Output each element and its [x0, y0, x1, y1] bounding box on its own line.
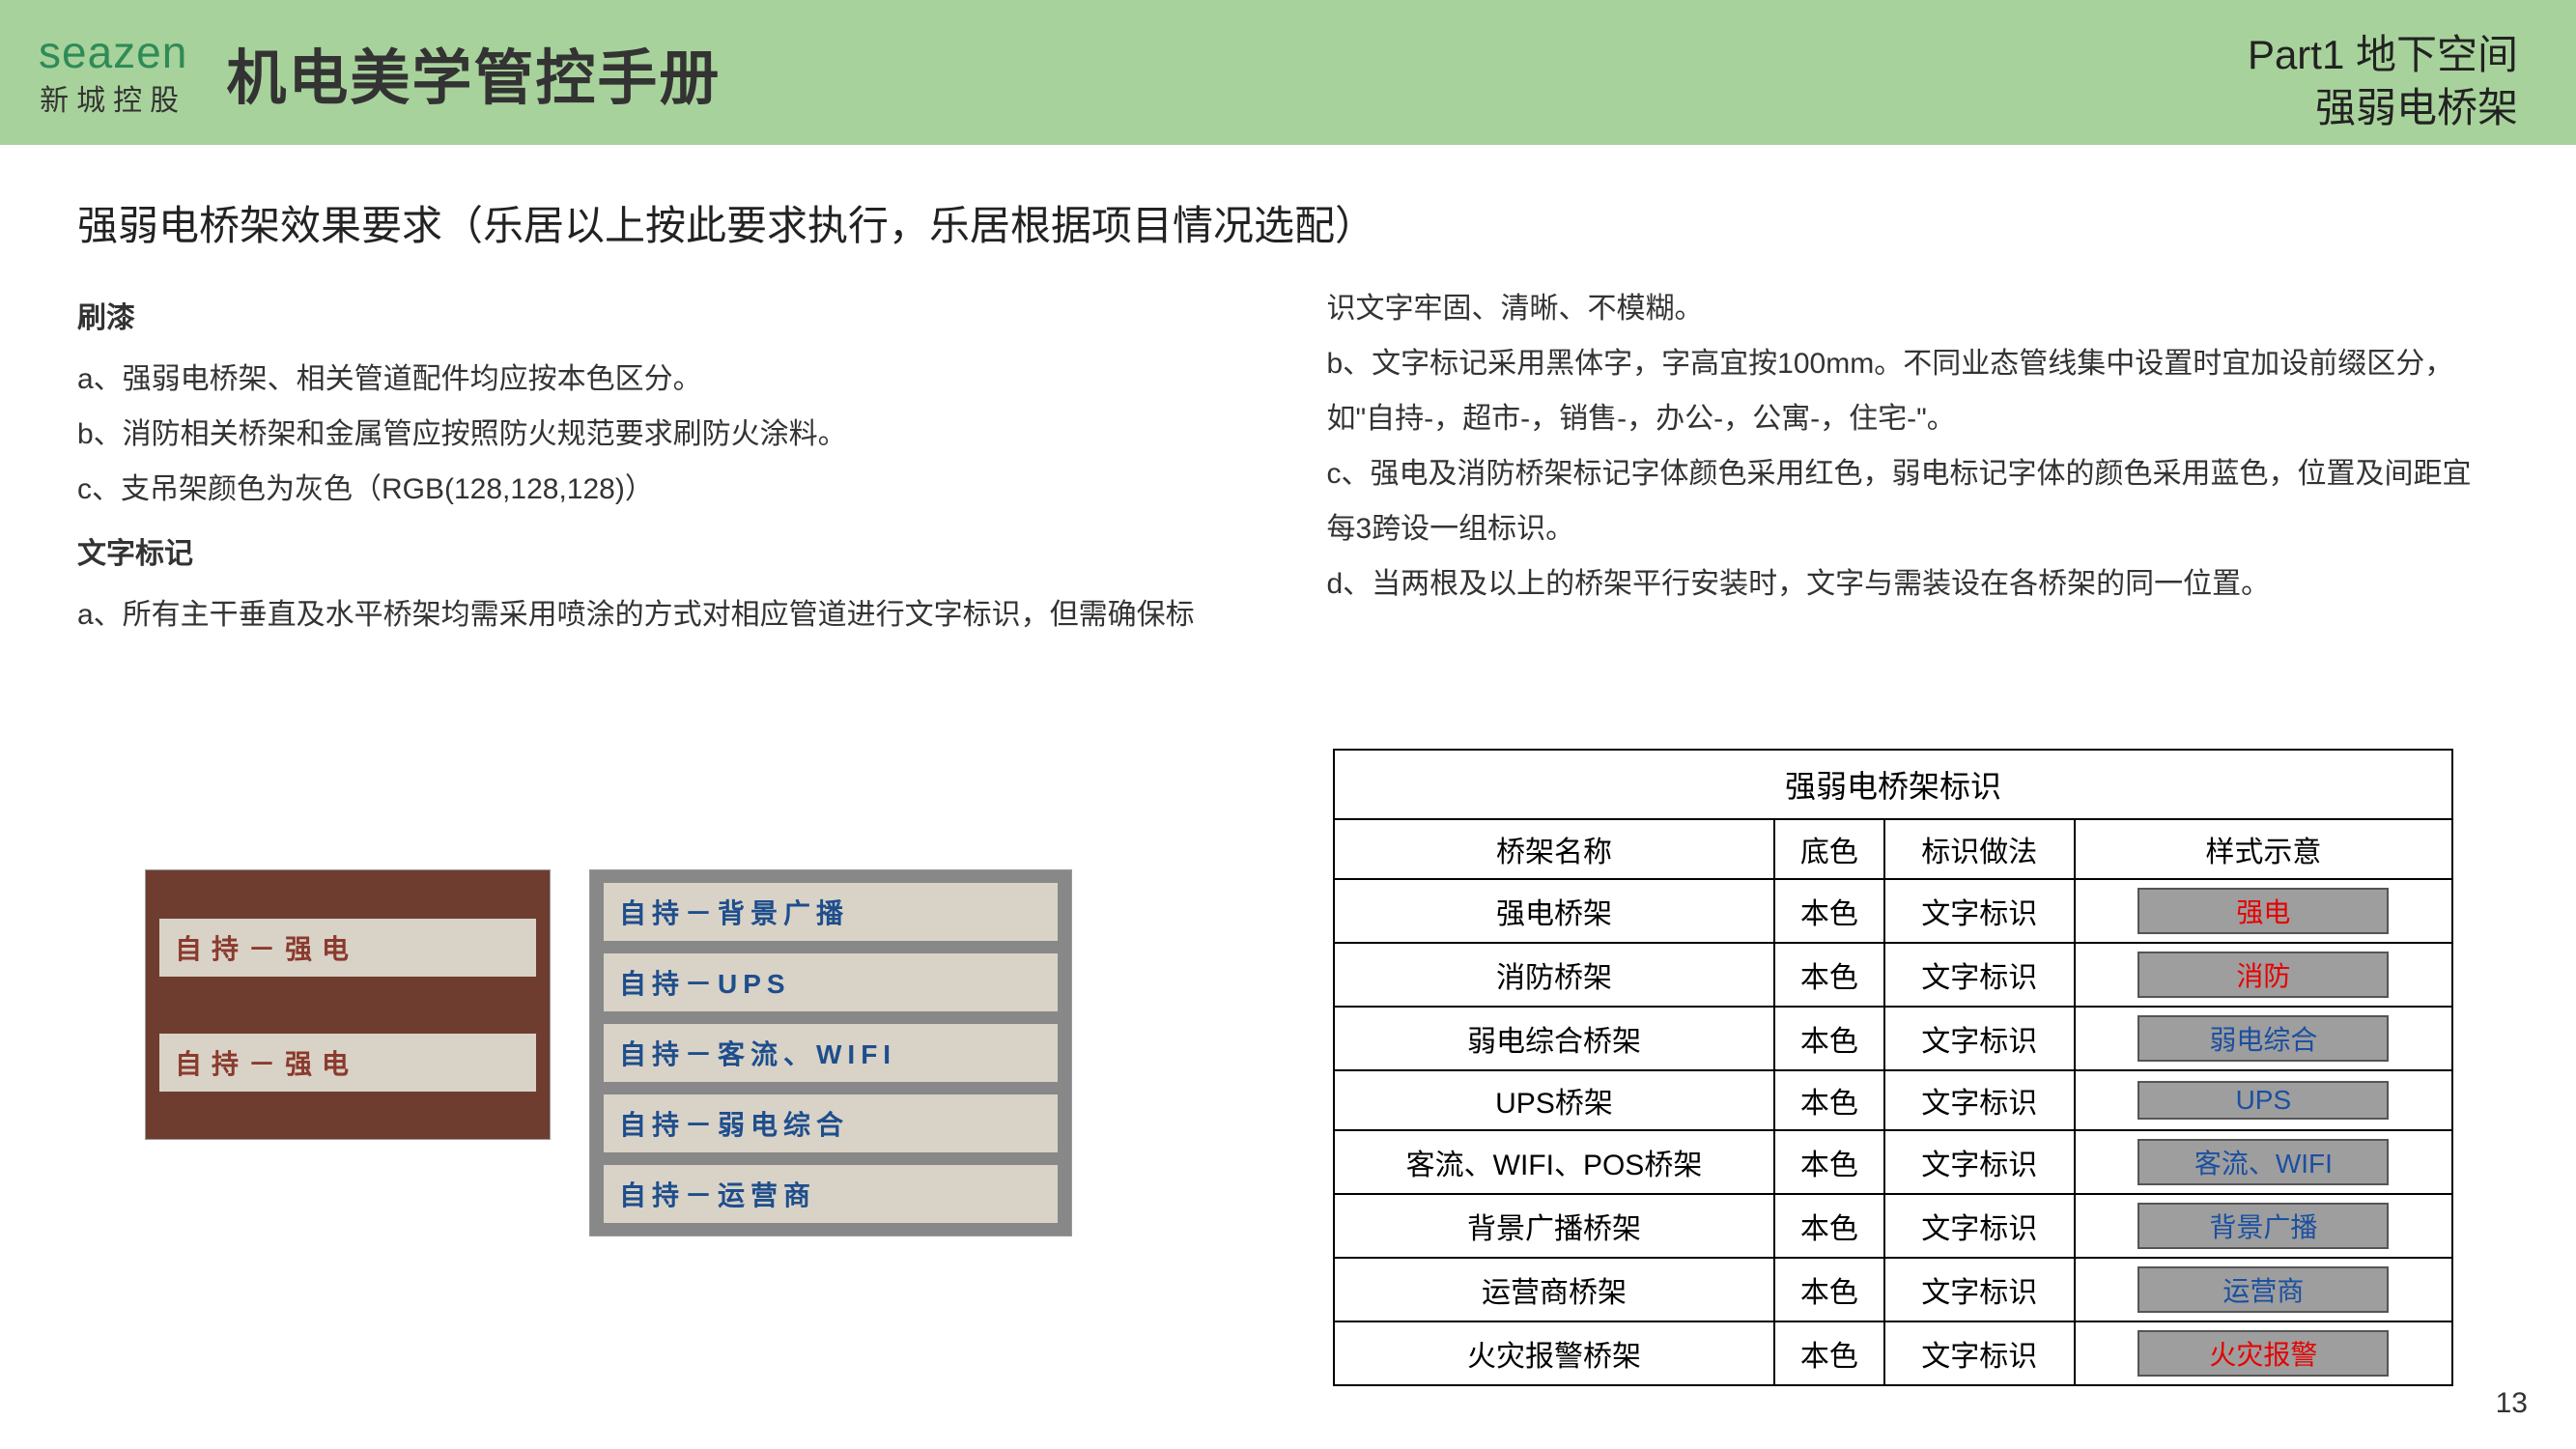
sample-chip: 弱电综合	[2137, 1015, 2389, 1062]
cell-name: 运营商桥架	[1334, 1258, 1774, 1321]
header-right: Part1 地下空间 强弱电桥架	[2248, 29, 2518, 134]
table-title: 强弱电桥架标识	[1334, 750, 2452, 819]
logo-sub: 新城控股	[40, 76, 186, 119]
logo-block: seazen 新城控股	[39, 26, 187, 119]
table-row: UPS桥架本色文字标识 UPS	[1334, 1070, 2452, 1130]
cell-name: 客流、WIFI、POS桥架	[1334, 1130, 1774, 1194]
label-strip: 自持－运营商	[604, 1165, 1058, 1223]
table-header-row: 桥架名称 底色 标识做法 样式示意	[1334, 819, 2452, 879]
label-strip: 自持－UPS	[604, 953, 1058, 1011]
cell-sample: 火灾报警	[2075, 1321, 2452, 1385]
para-r4: d、当两根及以上的桥架平行安装时，文字与需装设在各桥架的同一位置。	[1327, 556, 2500, 611]
sample-chip: 背景广播	[2137, 1203, 2389, 1249]
part-line1: Part1 地下空间	[2248, 29, 2518, 82]
cell-method: 文字标识	[1884, 943, 2075, 1007]
para-d: a、所有主干垂直及水平桥架均需采用喷涂的方式对相应管道进行文字标识，但需确保标	[77, 587, 1250, 642]
sample-chip: 强电	[2137, 888, 2389, 934]
cell-base: 本色	[1774, 879, 1884, 943]
photo-b: 自持－背景广播 自持－UPS 自持－客流、WIFI 自持－弱电综合 自持－运营商	[589, 869, 1072, 1236]
content-area: 强弱电桥架效果要求（乐居以上按此要求执行，乐居根据项目情况选配） 刷漆 a、强弱…	[0, 145, 2576, 642]
cell-method: 文字标识	[1884, 1321, 2075, 1385]
para-b: b、消防相关桥架和金属管应按照防火规范要求刷防火涂料。	[77, 407, 1250, 462]
table-row: 火灾报警桥架本色文字标识 火灾报警	[1334, 1321, 2452, 1385]
label-strip: 自持－强电	[159, 919, 536, 977]
cell-method: 文字标识	[1884, 1070, 2075, 1130]
label-strip: 自持－弱电综合	[604, 1094, 1058, 1152]
cell-sample: 弱电综合	[2075, 1007, 2452, 1070]
cell-method: 文字标识	[1884, 1007, 2075, 1070]
label-strip: 自持－背景广播	[604, 883, 1058, 941]
cell-method: 文字标识	[1884, 879, 2075, 943]
table-row: 运营商桥架本色文字标识 运营商	[1334, 1258, 2452, 1321]
cell-sample: 强电	[2075, 879, 2452, 943]
cell-base: 本色	[1774, 1007, 1884, 1070]
para-r3: c、强电及消防桥架标记字体颜色采用红色，弱电标记字体的颜色采用蓝色，位置及间距宜…	[1327, 446, 2500, 556]
bridge-label-table: 强弱电桥架标识 桥架名称 底色 标识做法 样式示意 强电桥架本色文字标识强电消防…	[1333, 749, 2453, 1386]
cell-base: 本色	[1774, 1130, 1884, 1194]
th-name: 桥架名称	[1334, 819, 1774, 879]
cell-sample: 消防	[2075, 943, 2452, 1007]
label-strip: 自持－强电	[159, 1034, 536, 1092]
table-row: 强电桥架本色文字标识 强电	[1334, 879, 2452, 943]
table-row: 背景广播桥架本色文字标识 背景广播	[1334, 1194, 2452, 1258]
sample-chip: 火灾报警	[2137, 1330, 2389, 1377]
cell-name: 强电桥架	[1334, 879, 1774, 943]
table-row: 消防桥架本色文字标识 消防	[1334, 943, 2452, 1007]
subhead-paint: 刷漆	[77, 291, 1250, 346]
cell-method: 文字标识	[1884, 1194, 2075, 1258]
cell-name: 消防桥架	[1334, 943, 1774, 1007]
para-r1: 识文字牢固、清晰、不模糊。	[1327, 281, 2500, 336]
para-a: a、强弱电桥架、相关管道配件均应按本色区分。	[77, 352, 1250, 407]
part-line2: 强弱电桥架	[2248, 82, 2518, 135]
th-method: 标识做法	[1884, 819, 2075, 879]
photo-a: 自持－强电 自持－强电	[145, 869, 551, 1140]
sample-chip: UPS	[2137, 1081, 2389, 1120]
sample-chip: 运营商	[2137, 1266, 2389, 1313]
cell-sample: 运营商	[2075, 1258, 2452, 1321]
table-row: 客流、WIFI、POS桥架本色文字标识 客流、WIFI	[1334, 1130, 2452, 1194]
cell-name: 火灾报警桥架	[1334, 1321, 1774, 1385]
header-bar: seazen 新城控股 机电美学管控手册 Part1 地下空间 强弱电桥架	[0, 0, 2576, 145]
cell-name: 背景广播桥架	[1334, 1194, 1774, 1258]
th-sample: 样式示意	[2075, 819, 2452, 879]
cell-base: 本色	[1774, 1194, 1884, 1258]
doc-title: 机电美学管控手册	[226, 29, 721, 116]
cell-name: 弱电综合桥架	[1334, 1007, 1774, 1070]
cell-base: 本色	[1774, 1321, 1884, 1385]
label-strip: 自持－客流、WIFI	[604, 1024, 1058, 1082]
cell-base: 本色	[1774, 943, 1884, 1007]
cell-name: UPS桥架	[1334, 1070, 1774, 1130]
cell-base: 本色	[1774, 1070, 1884, 1130]
right-column: 识文字牢固、清晰、不模糊。 b、文字标记采用黑体字，字高宜按100mm。不同业态…	[1327, 281, 2500, 642]
para-r2: b、文字标记采用黑体字，字高宜按100mm。不同业态管线集中设置时宜加设前缀区分…	[1327, 336, 2500, 446]
sample-chip: 消防	[2137, 952, 2389, 998]
sample-chip: 客流、WIFI	[2137, 1139, 2389, 1185]
photo-row: 自持－强电 自持－强电 自持－背景广播 自持－UPS 自持－客流、WIFI 自持…	[145, 869, 1072, 1236]
logo-main: seazen	[39, 26, 187, 78]
cell-sample: 客流、WIFI	[2075, 1130, 2452, 1194]
th-base: 底色	[1774, 819, 1884, 879]
table-wrap: 强弱电桥架标识 桥架名称 底色 标识做法 样式示意 强电桥架本色文字标识强电消防…	[1333, 749, 2453, 1386]
cell-sample: UPS	[2075, 1070, 2452, 1130]
cell-base: 本色	[1774, 1258, 1884, 1321]
table-row: 弱电综合桥架本色文字标识 弱电综合	[1334, 1007, 2452, 1070]
cell-sample: 背景广播	[2075, 1194, 2452, 1258]
cell-method: 文字标识	[1884, 1258, 2075, 1321]
cell-method: 文字标识	[1884, 1130, 2075, 1194]
section-title: 强弱电桥架效果要求（乐居以上按此要求执行，乐居根据项目情况选配）	[77, 193, 2499, 252]
para-c: c、支吊架颜色为灰色（RGB(128,128,128)）	[77, 462, 1250, 517]
subhead-textmark: 文字标记	[77, 526, 1250, 582]
left-column: 刷漆 a、强弱电桥架、相关管道配件均应按本色区分。 b、消防相关桥架和金属管应按…	[77, 281, 1250, 642]
two-column-text: 刷漆 a、强弱电桥架、相关管道配件均应按本色区分。 b、消防相关桥架和金属管应按…	[77, 281, 2499, 642]
page-number: 13	[2496, 1387, 2528, 1420]
